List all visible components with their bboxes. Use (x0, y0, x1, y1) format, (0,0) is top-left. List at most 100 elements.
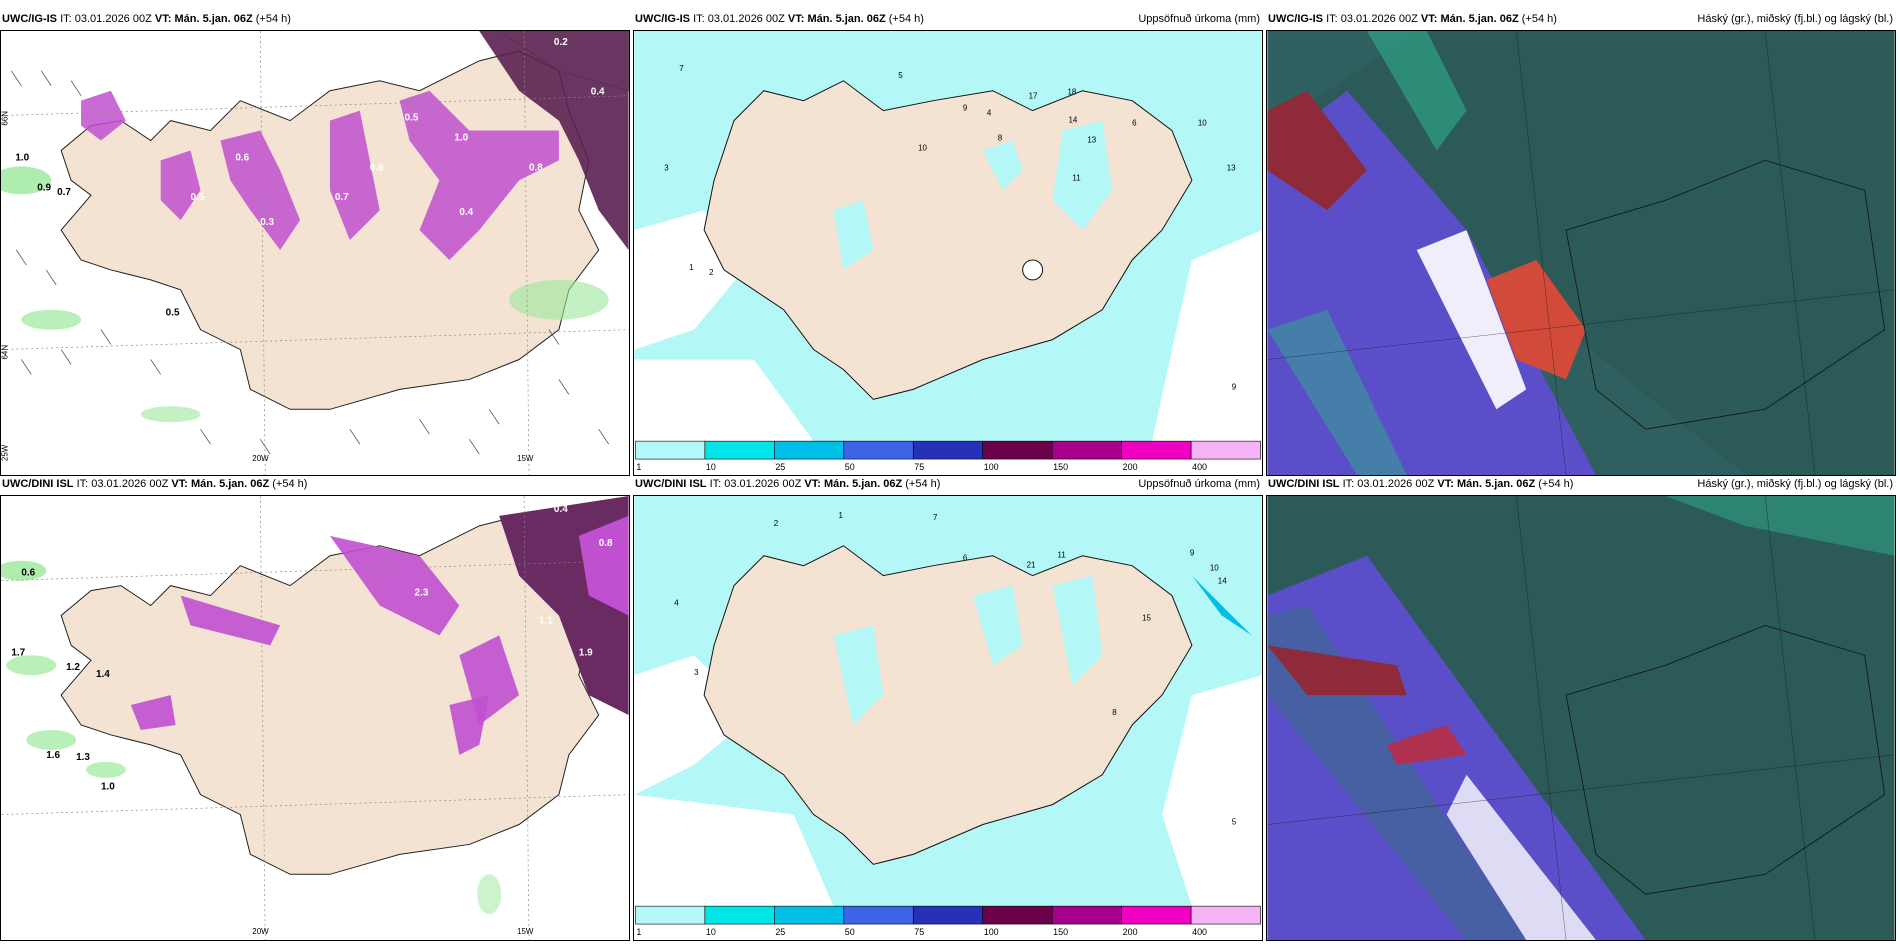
snow-band (81, 90, 126, 141)
colorbar-tick-label: 1 (636, 462, 641, 472)
svg-text:0.6: 0.6 (21, 568, 35, 579)
svg-text:0.2: 0.2 (554, 37, 568, 48)
svg-text:7: 7 (933, 513, 938, 522)
svg-text:0.9: 0.9 (37, 182, 51, 193)
cloud-map (1267, 496, 1895, 940)
svg-text:10: 10 (918, 143, 927, 152)
colorbar-tick-label: 150 (1053, 927, 1068, 937)
svg-text:1.1: 1.1 (539, 615, 553, 626)
precip-map: 1 10 25 50 75 100 150 200 400 2 1 7 21 11 10 14 … (634, 496, 1262, 937)
svg-text:1.7: 1.7 (11, 647, 25, 658)
svg-text:4: 4 (674, 599, 679, 608)
colorbar-tick-label: 100 (984, 462, 999, 472)
colorbar-segment (1051, 905, 1122, 925)
svg-text:0.4: 0.4 (591, 87, 605, 98)
svg-text:8: 8 (1112, 708, 1117, 717)
svg-text:0.4: 0.4 (459, 207, 473, 218)
colorbar-segment (704, 440, 775, 460)
map-panel-wind-snow-dini: UWC/DINI ISL IT: 03.01.2026 00Z VT: Mán.… (0, 478, 630, 941)
colorbar-segment (1190, 905, 1261, 925)
colorbar-segment (774, 440, 845, 460)
panel-header: UWC/DINI ISL IT: 03.01.2026 00Z VT: Mán.… (635, 478, 1260, 490)
svg-text:5: 5 (898, 71, 903, 80)
panel-field-title: Háský (gr.), miðský (fj.bl.) og lágský (… (1697, 13, 1893, 25)
colorbar-segment (843, 905, 914, 925)
svg-text:11: 11 (1072, 173, 1081, 182)
svg-text:2: 2 (709, 268, 714, 277)
svg-text:1.0: 1.0 (454, 133, 468, 144)
panel-header: UWC/DINI ISL IT: 03.01.2026 00Z VT: Mán.… (1268, 478, 1893, 490)
svg-text:0.9: 0.9 (477, 47, 491, 58)
svg-text:9: 9 (963, 104, 968, 113)
svg-text:1.4: 1.4 (96, 669, 110, 680)
cloud-map (1267, 31, 1895, 475)
panel-field-title: Uppsöfnuð úrkoma (mm) (1138, 13, 1260, 25)
panel-header: UWC/IG-IS IT: 03.01.2026 00Z VT: Mán. 5.… (1268, 13, 1893, 25)
colorbar-segment (982, 440, 1053, 460)
lon-label: 20W (252, 454, 269, 463)
svg-text:3: 3 (694, 668, 699, 677)
wind-snow-map: 20W 15W 66N 64N 25W 0.9 0.2 0.4 0.5 0.6 … (1, 31, 629, 475)
colorbar-segment (704, 905, 775, 925)
snow-dark (479, 31, 629, 251)
snow-band (329, 110, 380, 241)
svg-text:8: 8 (998, 134, 1003, 143)
precip-map: 1 10 25 50 75 100 150 200 400 7 5 9 4 8 10 17 18… (634, 31, 1262, 472)
svg-text:5: 5 (1232, 818, 1237, 827)
lat-label: 64N (1, 345, 9, 360)
panel-header: UWC/IG-IS IT: 03.01.2026 00Z VT: Mán. 5.… (635, 13, 1260, 25)
svg-text:17: 17 (1029, 92, 1038, 101)
svg-text:2: 2 (774, 519, 779, 528)
lon-label: 25W (1, 444, 9, 461)
colorbar-tick-label: 75 (914, 927, 924, 937)
svg-text:14: 14 (1068, 116, 1077, 125)
snow-band (399, 90, 559, 260)
svg-text:1.6: 1.6 (46, 750, 60, 761)
svg-text:11: 11 (1058, 551, 1067, 560)
svg-text:14: 14 (1218, 577, 1227, 586)
svg-text:1: 1 (838, 511, 843, 520)
map-panel-wind-snow-igis: UWC/IG-IS IT: 03.01.2026 00Z VT: Mán. 5.… (0, 13, 630, 476)
precip-value-labels: 7 5 9 4 8 10 17 18 14 13 11 6 3 2 1 10 9… (664, 64, 1236, 392)
svg-text:0.4: 0.4 (554, 504, 568, 515)
panel-field-title: Háský (gr.), miðský (fj.bl.) og lágský (… (1697, 478, 1893, 490)
svg-text:10: 10 (1210, 564, 1219, 573)
svg-text:6: 6 (1132, 119, 1137, 128)
iceland-land (60, 50, 600, 410)
svg-text:2.3: 2.3 (415, 588, 429, 599)
svg-text:0.6: 0.6 (370, 162, 384, 173)
svg-text:13: 13 (1227, 163, 1236, 172)
colorbar-segment (912, 905, 984, 925)
colorbar-segment (1051, 440, 1122, 460)
colorbar-segment (635, 905, 706, 925)
colorbar-segment (1121, 440, 1192, 460)
svg-text:0.7: 0.7 (335, 192, 349, 203)
colorbar-segment (1190, 440, 1261, 460)
svg-text:1.0: 1.0 (101, 782, 115, 793)
panel-header: UWC/IG-IS IT: 03.01.2026 00Z VT: Mán. 5.… (2, 13, 291, 25)
colorbar-segment (912, 440, 984, 460)
svg-text:0.6: 0.6 (235, 152, 249, 163)
colorbar: 1 10 25 50 75 100 150 200 400 (635, 440, 1261, 472)
svg-text:21: 21 (1027, 561, 1036, 570)
colorbar-tick-label: 150 (1053, 462, 1068, 472)
panel-field-title: Uppsöfnuð úrkoma (mm) (1138, 478, 1260, 490)
svg-text:0.3: 0.3 (260, 217, 274, 228)
colorbar-segment (774, 905, 845, 925)
svg-text:4: 4 (987, 109, 992, 118)
svg-text:0.5: 0.5 (405, 113, 419, 124)
svg-text:15W: 15W (517, 927, 534, 936)
colorbar-tick-label: 100 (984, 927, 999, 937)
snow-value-labels: 0.9 0.2 0.4 0.5 0.6 1.0 0.7 0.8 0.4 0.3 … (15, 37, 605, 319)
map-panel-clouds-dini: UWC/DINI ISL IT: 03.01.2026 00Z VT: Mán.… (1266, 478, 1896, 941)
svg-text:1.9: 1.9 (579, 647, 593, 658)
map-panel-precip-dini: UWC/DINI ISL IT: 03.01.2026 00Z VT: Mán.… (633, 478, 1263, 941)
svg-text:0.8: 0.8 (529, 162, 543, 173)
svg-text:9: 9 (1232, 382, 1237, 391)
colorbar-tick-label: 10 (706, 462, 716, 472)
precip-value-labels: 2 1 7 21 11 10 14 9 5 6 4 3 15 8 (674, 511, 1236, 827)
svg-text:1.0: 1.0 (15, 152, 29, 163)
svg-text:1.3: 1.3 (76, 752, 90, 763)
model-name: UWC/IG-IS (2, 13, 57, 25)
snow-band (160, 150, 201, 221)
